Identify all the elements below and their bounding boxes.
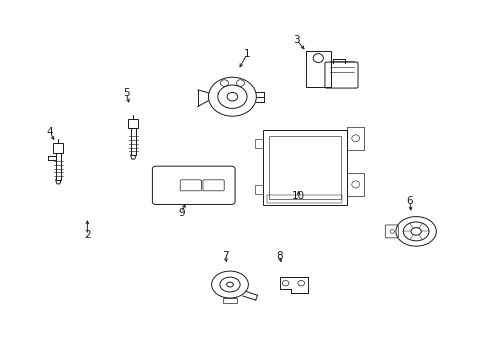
Bar xyxy=(268,136,341,199)
Bar xyxy=(346,173,364,196)
Bar xyxy=(56,153,61,180)
Bar xyxy=(305,51,330,87)
Bar xyxy=(128,119,138,128)
Bar xyxy=(255,139,262,148)
Text: 6: 6 xyxy=(406,196,412,206)
Bar xyxy=(255,185,262,194)
Text: 3: 3 xyxy=(293,35,300,45)
Text: 8: 8 xyxy=(275,251,282,261)
Bar xyxy=(346,127,364,150)
Bar xyxy=(262,130,346,205)
Text: 5: 5 xyxy=(122,88,129,98)
Bar xyxy=(222,298,237,303)
Text: 4: 4 xyxy=(47,127,53,137)
Text: 2: 2 xyxy=(84,230,90,240)
Bar xyxy=(130,128,136,155)
Bar xyxy=(53,144,63,153)
Text: 7: 7 xyxy=(222,251,228,261)
Text: 10: 10 xyxy=(291,191,305,201)
Bar xyxy=(267,195,342,203)
Text: 1: 1 xyxy=(243,49,250,59)
Text: 9: 9 xyxy=(178,208,184,217)
